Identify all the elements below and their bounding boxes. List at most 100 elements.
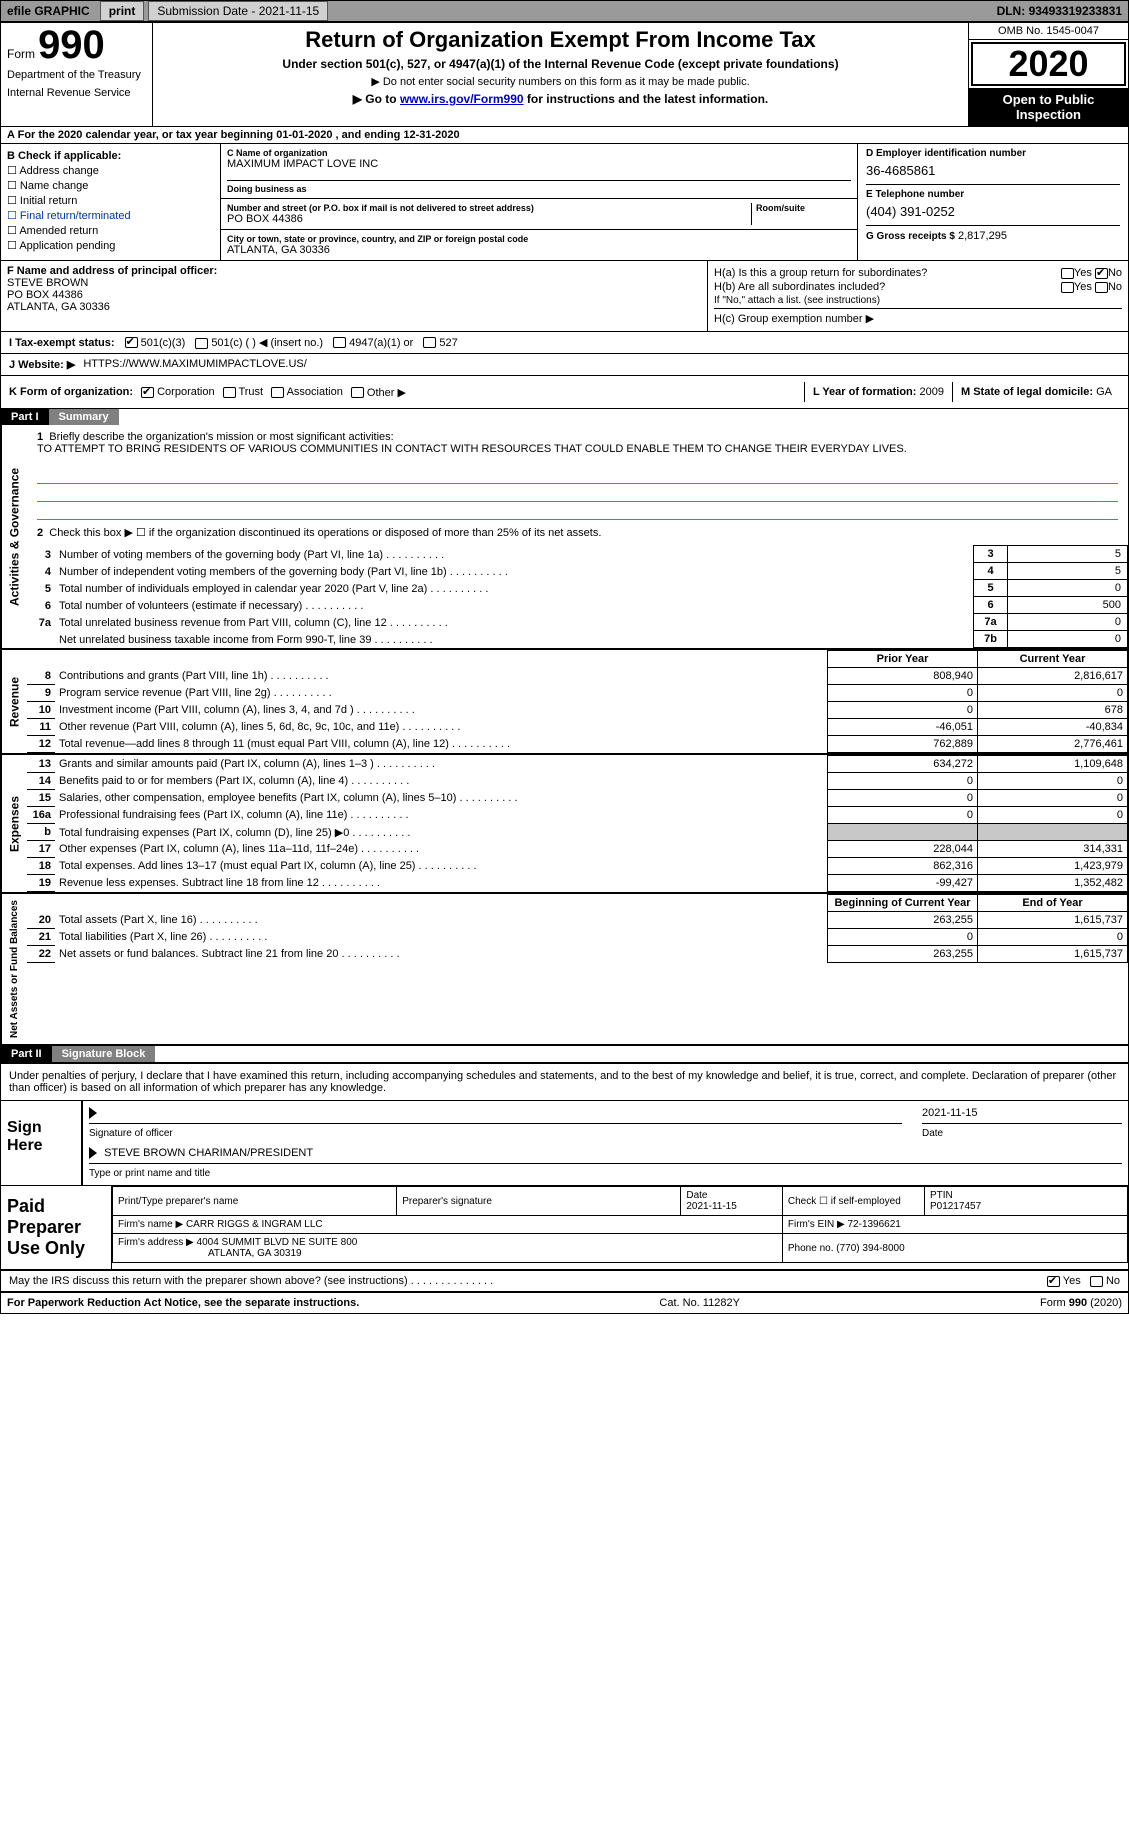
preparer-label: Paid Preparer Use Only xyxy=(1,1186,111,1269)
row-desc: Total fundraising expenses (Part IX, col… xyxy=(55,824,828,841)
row-cy: 0 xyxy=(978,807,1128,824)
sig-label: Signature of officer xyxy=(89,1128,902,1139)
row-py: 762,889 xyxy=(828,736,978,753)
row-desc: Revenue less expenses. Subtract line 18 … xyxy=(55,875,828,892)
row-num: 22 xyxy=(27,946,55,963)
c-city-row: City or town, state or province, country… xyxy=(221,230,857,260)
fin-row: 19 Revenue less expenses. Subtract line … xyxy=(27,875,1128,892)
firm-phone-cell: Phone no. (770) 394-8000 xyxy=(782,1234,1127,1263)
row-cy: 314,331 xyxy=(978,841,1128,858)
row-py: 0 xyxy=(828,790,978,807)
subtitle-1: Under section 501(c), 527, or 4947(a)(1)… xyxy=(159,57,962,71)
submission-date-value: 2021-11-15 xyxy=(259,4,320,18)
mission-text: TO ATTEMPT TO BRING RESIDENTS OF VARIOUS… xyxy=(37,443,1118,484)
box-b: B Check if applicable: ☐ Address change … xyxy=(1,144,221,260)
chk-application-pending[interactable]: ☐ Application pending xyxy=(7,239,214,252)
fin-row: 13 Grants and similar amounts paid (Part… xyxy=(27,756,1128,773)
ha-no-checkbox[interactable] xyxy=(1095,268,1108,279)
row-val: 5 xyxy=(1008,563,1128,580)
row-num: 5 xyxy=(27,580,55,597)
lm-box: L Year of formation: 2009 M State of leg… xyxy=(804,382,1120,402)
phone-value: (404) 391-0252 xyxy=(866,204,1120,219)
c-addr-row: Number and street (or P.O. box if mail i… xyxy=(221,199,857,230)
hb-no-checkbox[interactable] xyxy=(1095,282,1108,293)
officer-addr2: ATLANTA, GA 30336 xyxy=(7,301,701,313)
row-num: 7a xyxy=(27,614,55,631)
form-number: 990 xyxy=(38,23,105,67)
na-py-header: Beginning of Current Year xyxy=(828,895,978,912)
sig-date: 2021-11-15 xyxy=(922,1107,1122,1119)
fin-row: 22 Net assets or fund balances. Subtract… xyxy=(27,946,1128,963)
officer-sig-line[interactable] xyxy=(89,1123,902,1124)
discuss-yes-checkbox[interactable] xyxy=(1047,1276,1060,1287)
chk-address-change[interactable]: ☐ Address change xyxy=(7,164,214,177)
chk-other[interactable] xyxy=(351,387,364,398)
row-num: 10 xyxy=(27,702,55,719)
netassets-body: Beginning of Current Year End of Year 20… xyxy=(27,894,1128,1044)
print-button[interactable]: print xyxy=(100,1,145,21)
phone-label: E Telephone number xyxy=(866,189,1120,200)
row-py xyxy=(828,824,978,841)
chk-527[interactable] xyxy=(423,337,436,348)
preparer-grid: Paid Preparer Use Only Print/Type prepar… xyxy=(1,1186,1128,1271)
chk-amended-return[interactable]: ☐ Amended return xyxy=(7,224,214,237)
efile-label: efile GRAPHIC xyxy=(1,4,96,18)
prep-selfemp-cell[interactable]: Check ☐ if self-employed xyxy=(782,1187,924,1216)
side-governance: Activities & Governance xyxy=(1,425,27,648)
fin-row: 18 Total expenses. Add lines 13–17 (must… xyxy=(27,858,1128,875)
chk-501c3[interactable] xyxy=(125,337,138,348)
line2-text: Check this box ▶ ☐ if the organization d… xyxy=(49,527,601,539)
row-val: 0 xyxy=(1008,614,1128,631)
form-title: Return of Organization Exempt From Incom… xyxy=(159,27,962,53)
row-cy: 0 xyxy=(978,790,1128,807)
line-k-row: K Form of organization: Corporation Trus… xyxy=(1,376,1128,409)
fin-row: b Total fundraising expenses (Part IX, c… xyxy=(27,824,1128,841)
ha-yes-checkbox[interactable] xyxy=(1061,268,1074,279)
submission-date-box: Submission Date - 2021-11-15 xyxy=(148,1,328,21)
gov-row: 3 Number of voting members of the govern… xyxy=(27,546,1128,563)
officer-printed-name: STEVE BROWN CHARIMAN/PRESIDENT xyxy=(104,1147,313,1159)
hc-label: H(c) Group exemption number ▶ xyxy=(714,312,874,325)
row-cy: 1,423,979 xyxy=(978,858,1128,875)
footer-mid: Cat. No. 11282Y xyxy=(659,1297,740,1309)
chk-name-change[interactable]: ☐ Name change xyxy=(7,179,214,192)
chk-4947[interactable] xyxy=(333,337,346,348)
row-cy: 2,776,461 xyxy=(978,736,1128,753)
discuss-no-checkbox[interactable] xyxy=(1090,1276,1103,1287)
fin-row: 16a Professional fundraising fees (Part … xyxy=(27,807,1128,824)
py-header: Prior Year xyxy=(828,651,978,668)
instructions-link[interactable]: www.irs.gov/Form990 xyxy=(400,92,524,106)
hb-note: If "No," attach a list. (see instruction… xyxy=(714,295,1122,306)
header-right: OMB No. 1545-0047 2020 Open to Public In… xyxy=(968,23,1128,126)
date-label: Date xyxy=(922,1128,1122,1139)
chk-corporation[interactable] xyxy=(141,387,154,398)
row-box: 5 xyxy=(974,580,1008,597)
gross-label: G Gross receipts $ xyxy=(866,231,955,242)
officer-addr1: PO BOX 44386 xyxy=(7,289,701,301)
dln-label: DLN: xyxy=(997,4,1029,18)
row-num: 8 xyxy=(27,668,55,685)
row-box: 7a xyxy=(974,614,1008,631)
na-header-row: Beginning of Current Year End of Year xyxy=(27,895,1128,912)
sign-here-grid: Sign Here Signature of officer 2021-11-1… xyxy=(1,1100,1128,1186)
chk-501c[interactable] xyxy=(195,338,208,349)
chk-trust[interactable] xyxy=(223,387,236,398)
chk-initial-return[interactable]: ☐ Initial return xyxy=(7,194,214,207)
discuss-answers: Yes No xyxy=(1047,1275,1120,1287)
chk-final-return[interactable]: ☐ Final return/terminated xyxy=(7,209,214,222)
gov-row: 5 Total number of individuals employed i… xyxy=(27,580,1128,597)
subtitle-3: ▶ Go to www.irs.gov/Form990 for instruct… xyxy=(159,92,962,106)
hb-yes-checkbox[interactable] xyxy=(1061,282,1074,293)
firm-addr-cell: Firm's address ▶ 4004 SUMMIT BLVD NE SUI… xyxy=(113,1234,783,1263)
submission-date-label: Submission Date - xyxy=(157,4,258,18)
row-cy: 1,109,648 xyxy=(978,756,1128,773)
preparer-right: Print/Type preparer's name Preparer's si… xyxy=(111,1186,1128,1269)
addr-label: Number and street (or P.O. box if mail i… xyxy=(227,203,751,213)
ein-value: 36-4685861 xyxy=(866,163,1120,178)
open-to-public: Open to Public Inspection xyxy=(969,88,1128,126)
city-value: ATLANTA, GA 30336 xyxy=(227,244,851,256)
discuss-line: May the IRS discuss this return with the… xyxy=(1,1271,1128,1293)
netassets-section: Net Assets or Fund Balances Beginning of… xyxy=(1,894,1128,1046)
ha-line: H(a) Is this a group return for subordin… xyxy=(714,267,1122,279)
chk-association[interactable] xyxy=(271,387,284,398)
